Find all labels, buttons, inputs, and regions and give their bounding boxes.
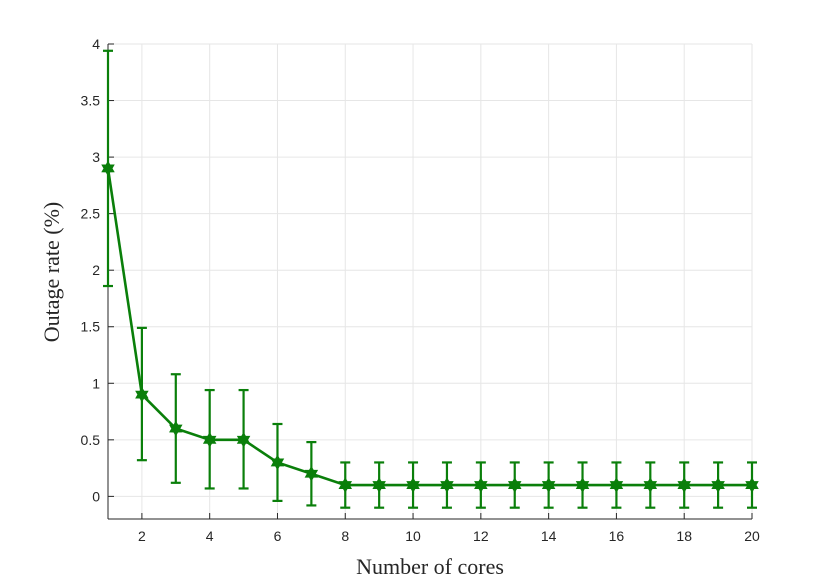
data-point [169,420,183,437]
y-tick-label: 3.5 [81,93,101,109]
data-point [372,477,386,493]
y-tick-label: 1.5 [81,319,101,335]
x-tick-label: 4 [206,528,214,544]
data-point [474,477,488,493]
data-point [101,160,115,177]
y-axis-label: Outage rate (%) [39,202,64,342]
x-tick-label: 18 [676,528,692,544]
x-tick-label: 14 [541,528,557,544]
x-tick-label: 2 [138,528,146,544]
series-group [101,160,759,493]
x-tick-label: 16 [609,528,625,544]
x-tick-label: 6 [274,528,282,544]
data-point [745,477,759,493]
y-tick-label: 0 [92,488,100,504]
y-tick-label: 2.5 [81,206,101,222]
y-tick-label: 4 [92,36,100,52]
data-point [236,432,251,448]
x-axis-label: Number of cores [356,554,504,579]
data-point [643,477,658,493]
data-point [609,477,624,493]
y-tick-label: 3 [92,149,100,165]
grid [108,43,753,519]
data-point [677,477,691,493]
data-point [304,465,319,482]
y-tick-label: 2 [92,262,100,278]
x-tick-label: 10 [405,528,421,544]
series-line [106,168,752,487]
data-point [711,477,725,493]
y-tick-label: 0.5 [81,432,101,448]
data-point [440,477,454,493]
x-tick-label: 8 [341,528,349,544]
data-point [135,386,149,403]
data-point [338,477,353,493]
data-point [541,477,556,493]
data-point [270,454,285,471]
tick-labels: 2 4 6 8 10 12 14 16 18 20 0 0.5 1 1.5 2 2.5 3 3.5 4 [81,36,760,544]
y-tick-label: 1 [92,375,100,391]
error-bars [103,49,757,509]
data-point [406,477,420,493]
data-point [575,477,590,493]
x-tick-label: 20 [744,528,760,544]
x-tick-label: 12 [473,528,489,544]
data-point [507,477,522,493]
axes [107,43,753,520]
data-point [202,432,217,448]
